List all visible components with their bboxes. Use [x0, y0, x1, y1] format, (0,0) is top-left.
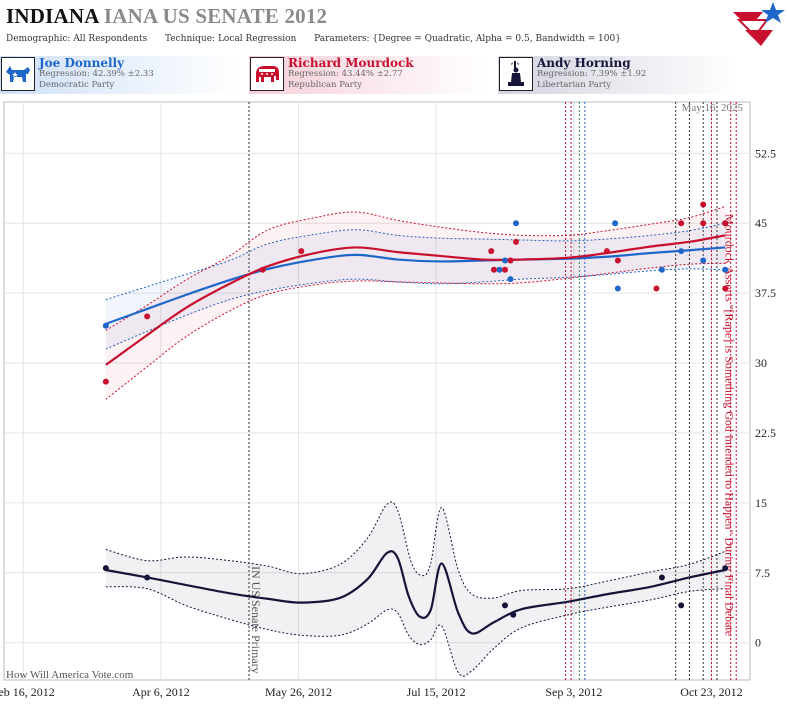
- candidate-name: Joe Donnelly: [39, 56, 125, 70]
- candidate-card-horning: Andy Horning Regression: 7.39% ±1.92 Lib…: [498, 56, 738, 94]
- poll-point: [507, 276, 514, 283]
- donkey-icon: [1, 57, 35, 91]
- poll-point: [488, 248, 495, 255]
- poll-point: [502, 602, 509, 609]
- line-layer: [105, 234, 726, 635]
- title-race: IANA US SENATE 2012: [103, 4, 328, 28]
- y-tick-label: 0: [755, 636, 761, 650]
- poll-point: [678, 602, 685, 609]
- y-tick-label: 22.5: [755, 426, 776, 440]
- poll-point: [496, 266, 503, 273]
- x-tick-label: May 26, 2012: [265, 685, 332, 699]
- y-tick-label: 30: [755, 356, 767, 370]
- elephant-icon: [250, 57, 284, 91]
- candidate-name: Andy Horning: [537, 56, 631, 70]
- x-tick-label: Apr 6, 2012: [132, 685, 190, 699]
- poll-point: [678, 248, 685, 255]
- poll-point: [614, 285, 621, 292]
- poll-point: [614, 257, 621, 264]
- confidence-lower-line: [105, 586, 726, 677]
- poll-point: [144, 313, 151, 320]
- candidate-regression: Regression: 42.39% ±2.33: [39, 69, 154, 79]
- poll-point: [507, 257, 514, 264]
- point-layer: [102, 201, 729, 618]
- polling-chart: IN US Senate Primary Mourdock Asserts "[R…: [0, 96, 789, 704]
- band-layer: [105, 205, 726, 677]
- poll-point: [513, 238, 520, 245]
- y-tick-label: 15: [755, 496, 767, 510]
- y-tick-label: 37.5: [755, 286, 776, 300]
- poll-point: [653, 285, 660, 292]
- x-tick-label: Oct 23, 2012: [680, 685, 742, 699]
- poll-point: [490, 266, 497, 273]
- poll-point: [658, 266, 665, 273]
- plot-frame: [3, 101, 751, 681]
- candidate-party: Republican Party: [288, 80, 362, 90]
- poll-point: [603, 248, 610, 255]
- technique-label: Technique:: [165, 34, 216, 44]
- confidence-upper-line: [105, 205, 726, 331]
- liberty-statue-icon: [499, 57, 533, 91]
- y-tick-label: 45: [755, 216, 767, 230]
- title-state: INDIANA: [6, 4, 99, 28]
- confidence-band: [105, 223, 726, 350]
- poll-point: [502, 266, 509, 273]
- candidate-party: Libertarian Party: [537, 80, 612, 90]
- watermark: How Will America Vote.com: [6, 669, 134, 681]
- poll-point: [144, 574, 151, 581]
- candidate-card-mourdock: Richard Mourdock Regression: 43.44% ±2.7…: [249, 56, 489, 94]
- trend-line: [105, 234, 726, 366]
- poll-point: [700, 257, 707, 264]
- poll-point: [678, 220, 685, 227]
- chart-parameters-line: Demographic: All Respondents Technique: …: [6, 34, 621, 44]
- poll-point: [722, 565, 729, 572]
- x-tick-label: Feb 16, 2012: [0, 685, 55, 699]
- candidate-name: Richard Mourdock: [288, 56, 414, 70]
- y-tick-label: 7.5: [755, 566, 770, 580]
- poll-point: [722, 266, 729, 273]
- chart-header: INDIANA IANA US SENATE 2012 Demographic:…: [0, 0, 789, 52]
- candidate-regression: Regression: 43.44% ±2.77: [288, 69, 403, 79]
- poll-point: [722, 285, 729, 292]
- event-label: IN US Senate Primary: [249, 566, 263, 674]
- event-layer: IN US Senate Primary Mourdock Asserts "[R…: [248, 102, 737, 680]
- confidence-lower-line: [105, 262, 726, 400]
- how-will-america-vote-logo: [733, 2, 785, 46]
- trend-line: [105, 550, 726, 635]
- date-stamp: May 16, 2025: [682, 102, 744, 114]
- candidate-card-donnelly: Joe Donnelly Regression: 42.39% ±2.33 De…: [0, 56, 240, 94]
- poll-point: [298, 248, 305, 255]
- poll-point: [102, 565, 109, 572]
- axis-layer: 0 7.5 15 22.5 30 37.5 45 52.5 Feb 16, 2012 Apr 6,…: [0, 146, 776, 699]
- chart-title: INDIANA IANA US SENATE 2012: [6, 4, 327, 29]
- event-label: Mourdock Asserts "[Rape] is Something Go…: [722, 214, 736, 636]
- confidence-upper-line: [105, 501, 726, 599]
- poll-point: [722, 220, 729, 227]
- poll-point: [259, 266, 266, 273]
- poll-point: [700, 220, 707, 227]
- poll-point: [102, 322, 109, 329]
- demographic-label: Demographic:: [6, 34, 71, 44]
- poll-point: [612, 220, 619, 227]
- x-tick-label: Sep 3, 2012: [545, 685, 602, 699]
- poll-point: [102, 378, 109, 385]
- candidate-regression: Regression: 7.39% ±1.92: [537, 69, 647, 79]
- confidence-band: [105, 501, 726, 677]
- confidence-band: [105, 206, 726, 400]
- parameters-value: {Degree = Quadratic, Alpha = 0.5, Bandwi…: [372, 34, 621, 44]
- x-tick-label: Jul 15, 2012: [407, 685, 466, 699]
- trend-line: [105, 246, 726, 325]
- technique-value: Local Regression: [217, 34, 297, 44]
- poll-point: [502, 257, 509, 264]
- candidate-party: Democratic Party: [39, 80, 115, 90]
- demographic-value: All Respondents: [73, 34, 148, 44]
- y-tick-label: 52.5: [755, 146, 776, 160]
- poll-point: [700, 201, 707, 208]
- poll-point: [513, 220, 520, 227]
- parameters-label: Parameters:: [314, 34, 370, 44]
- poll-point: [510, 611, 517, 618]
- poll-point: [658, 574, 665, 581]
